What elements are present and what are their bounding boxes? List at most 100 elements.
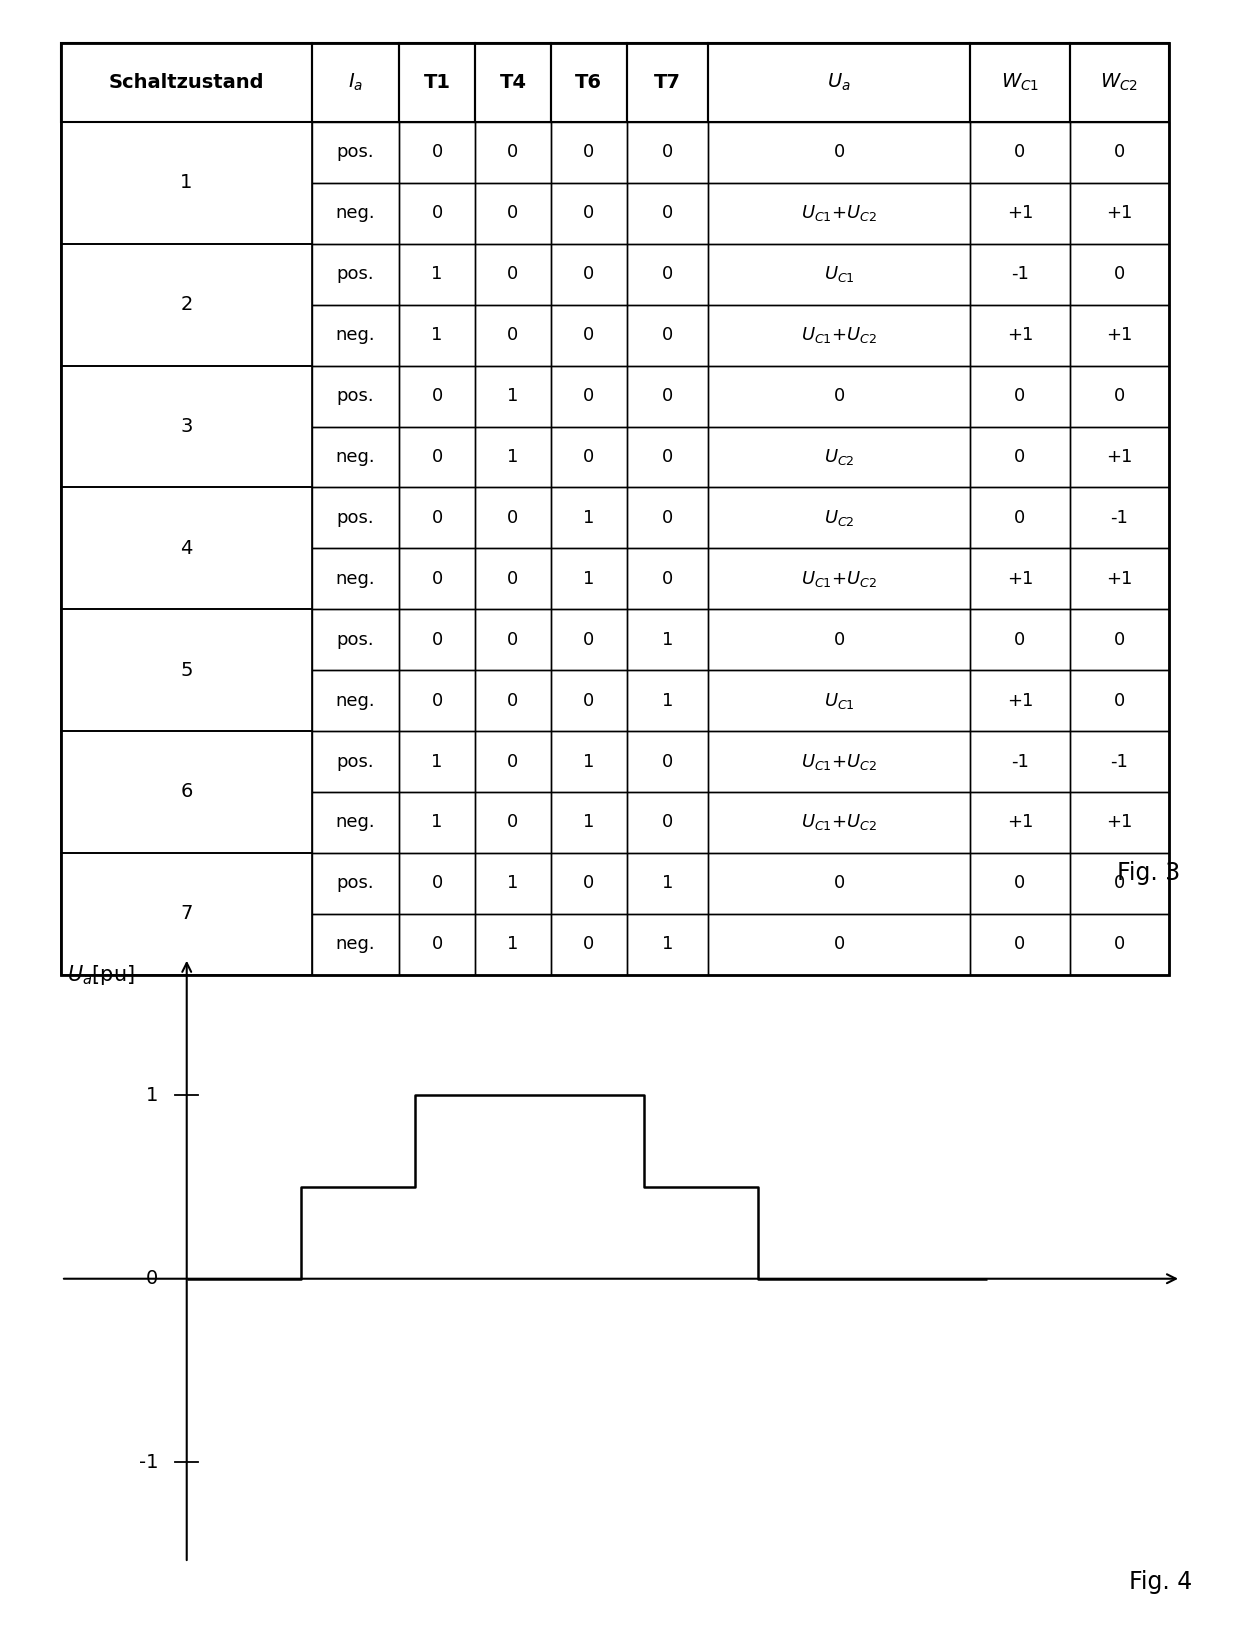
- Text: 0: 0: [662, 752, 673, 770]
- Bar: [971, 366, 1070, 426]
- Bar: [61, 731, 312, 853]
- Text: +1: +1: [1007, 814, 1033, 832]
- Text: 0: 0: [432, 387, 443, 405]
- Bar: [551, 122, 626, 184]
- Text: 0: 0: [507, 143, 518, 161]
- Text: $U_{C1}$+$U_{C2}$: $U_{C1}$+$U_{C2}$: [801, 751, 878, 772]
- Bar: [971, 488, 1070, 548]
- Bar: [708, 670, 971, 731]
- Text: Schaltzustand: Schaltzustand: [109, 73, 264, 93]
- Text: 0: 0: [432, 570, 443, 588]
- Bar: [708, 853, 971, 913]
- Bar: [1069, 670, 1168, 731]
- Text: 0: 0: [662, 387, 673, 405]
- Bar: [1069, 731, 1168, 791]
- Text: 1: 1: [583, 570, 594, 588]
- Bar: [551, 548, 626, 609]
- Text: 1: 1: [432, 814, 443, 832]
- Bar: [626, 366, 708, 426]
- Text: T1: T1: [424, 73, 450, 93]
- Text: 1: 1: [662, 692, 673, 710]
- Bar: [61, 609, 312, 731]
- Bar: [399, 306, 475, 366]
- Text: 0: 0: [583, 265, 594, 283]
- Text: -1: -1: [1110, 509, 1128, 526]
- Bar: [971, 731, 1070, 791]
- Bar: [399, 913, 475, 975]
- Text: $U_{C2}$: $U_{C2}$: [823, 509, 854, 528]
- Bar: [475, 853, 551, 913]
- Text: 1: 1: [583, 509, 594, 526]
- Bar: [312, 609, 399, 670]
- Text: 1: 1: [146, 1086, 159, 1105]
- Text: +1: +1: [1106, 327, 1132, 344]
- Bar: [626, 609, 708, 670]
- Text: -1: -1: [139, 1453, 159, 1472]
- Text: 0: 0: [432, 630, 443, 648]
- Text: 2: 2: [180, 296, 192, 314]
- Bar: [399, 670, 475, 731]
- Bar: [312, 670, 399, 731]
- Text: 1: 1: [662, 874, 673, 892]
- Text: $W_{C2}$: $W_{C2}$: [1100, 72, 1138, 93]
- Text: neg.: neg.: [336, 449, 376, 466]
- Bar: [312, 306, 399, 366]
- Bar: [708, 609, 971, 670]
- Bar: [708, 791, 971, 853]
- Bar: [61, 244, 312, 366]
- Text: $U_{C1}$: $U_{C1}$: [823, 265, 854, 284]
- Text: Fig. 4: Fig. 4: [1130, 1570, 1193, 1594]
- Bar: [399, 731, 475, 791]
- Text: -1: -1: [1011, 265, 1029, 283]
- Text: Fig. 3: Fig. 3: [1117, 861, 1180, 886]
- Text: 0: 0: [432, 143, 443, 161]
- Text: $U_a$[pu]: $U_a$[pu]: [67, 964, 135, 988]
- Bar: [708, 913, 971, 975]
- Bar: [626, 306, 708, 366]
- Bar: [708, 122, 971, 184]
- Bar: [971, 609, 1070, 670]
- Text: +1: +1: [1106, 449, 1132, 466]
- Text: 0: 0: [583, 936, 594, 954]
- Bar: [708, 548, 971, 609]
- Text: -1: -1: [1110, 752, 1128, 770]
- Bar: [312, 913, 399, 975]
- Bar: [551, 244, 626, 306]
- Text: -1: -1: [1011, 752, 1029, 770]
- Text: +1: +1: [1007, 570, 1033, 588]
- Bar: [312, 122, 399, 184]
- Text: $U_{C1}$+$U_{C2}$: $U_{C1}$+$U_{C2}$: [801, 812, 878, 832]
- Text: +1: +1: [1106, 570, 1132, 588]
- Text: 4: 4: [180, 540, 192, 557]
- Text: +1: +1: [1106, 205, 1132, 223]
- Text: 0: 0: [507, 630, 518, 648]
- Text: 0: 0: [507, 205, 518, 223]
- Bar: [1069, 244, 1168, 306]
- Bar: [1069, 426, 1168, 487]
- Bar: [312, 791, 399, 853]
- Text: 0: 0: [583, 205, 594, 223]
- Bar: [551, 488, 626, 548]
- Bar: [312, 731, 399, 791]
- Text: pos.: pos.: [337, 143, 374, 161]
- Bar: [626, 44, 708, 122]
- Text: 0: 0: [1114, 936, 1125, 954]
- Bar: [551, 731, 626, 791]
- Text: 0: 0: [833, 630, 844, 648]
- Bar: [399, 609, 475, 670]
- Text: 0: 0: [583, 692, 594, 710]
- Text: 0: 0: [1114, 630, 1125, 648]
- Text: pos.: pos.: [337, 387, 374, 405]
- Text: 0: 0: [1014, 936, 1025, 954]
- Text: $U_{C1}$+$U_{C2}$: $U_{C1}$+$U_{C2}$: [801, 203, 878, 223]
- Bar: [1069, 853, 1168, 913]
- Bar: [551, 609, 626, 670]
- Text: T7: T7: [653, 73, 681, 93]
- Bar: [475, 791, 551, 853]
- Bar: [551, 791, 626, 853]
- Bar: [312, 244, 399, 306]
- Text: T6: T6: [575, 73, 603, 93]
- Bar: [626, 548, 708, 609]
- Text: 0: 0: [583, 630, 594, 648]
- Bar: [475, 609, 551, 670]
